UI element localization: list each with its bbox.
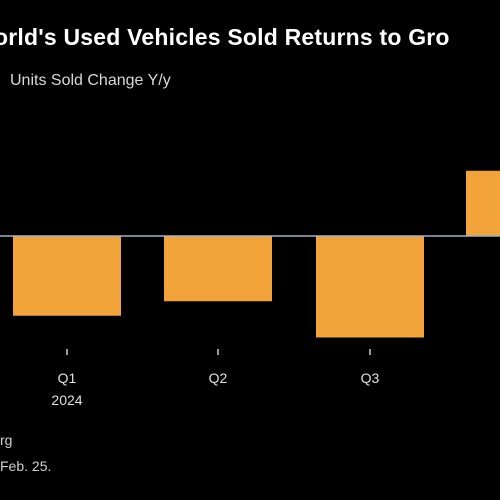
x-tick-sublabel: 2024 xyxy=(51,392,82,408)
source-text: rg xyxy=(0,432,13,448)
bar-Q3 xyxy=(316,236,424,338)
x-tick-label: Q2 xyxy=(209,370,228,386)
x-tick-label: Q1 xyxy=(58,370,77,386)
bars-group xyxy=(13,170,500,338)
bar-Q1 xyxy=(13,236,121,316)
x-tick-label: Q3 xyxy=(361,370,380,386)
chart-subtitle: Units Sold Change Y/y xyxy=(10,72,171,89)
bar-edge-4 xyxy=(466,170,500,236)
note-text: Feb. 25. xyxy=(0,458,52,474)
x-axis: Q1 2024 Q2 Q3 xyxy=(51,349,380,408)
bar-Q2 xyxy=(164,236,272,302)
chart-title: orld's Used Vehicles Sold Returns to Gro xyxy=(0,24,450,50)
